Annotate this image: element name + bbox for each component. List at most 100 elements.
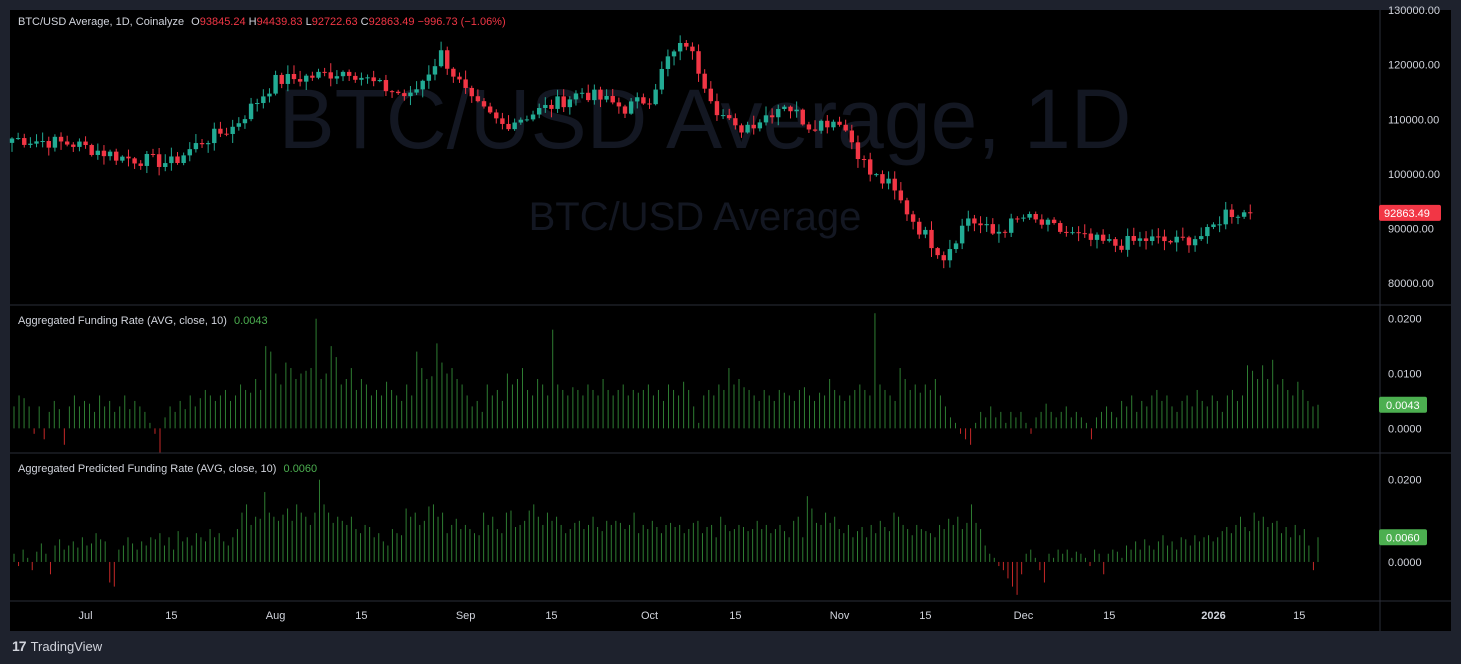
candle-body xyxy=(1180,236,1186,238)
symbol-title: BTC/USD Average, 1D, Coinalyze xyxy=(18,16,185,28)
candle-body xyxy=(285,74,291,84)
candle-body xyxy=(187,149,192,156)
candle-body xyxy=(1033,214,1038,220)
candle-body xyxy=(267,93,272,97)
candle-body xyxy=(696,51,701,74)
funding-value: 0.0043 xyxy=(233,315,268,327)
candle-body xyxy=(586,92,591,101)
candle-body xyxy=(40,141,45,143)
candle-body xyxy=(776,109,781,118)
candle-body xyxy=(996,231,1002,234)
candle-body xyxy=(684,42,689,47)
candle-body xyxy=(230,126,235,134)
last-price-badge xyxy=(1379,204,1441,221)
price-axis-label: 80000.00 xyxy=(1388,278,1434,290)
candle-body xyxy=(573,93,579,100)
candle-body xyxy=(898,190,904,201)
candle-body xyxy=(763,115,769,123)
indicator-axis-label: 0.0000 xyxy=(1388,557,1422,569)
candle-body xyxy=(745,124,750,133)
candle-body xyxy=(990,224,995,234)
candle-body xyxy=(402,93,407,97)
candle-body xyxy=(1082,233,1087,235)
candle-body xyxy=(1192,239,1198,246)
candle-body xyxy=(22,138,27,145)
candle-body xyxy=(138,163,143,166)
time-axis-label: 15 xyxy=(355,610,367,622)
candle-body xyxy=(395,91,401,94)
candle-body xyxy=(708,88,714,102)
candle-body xyxy=(500,118,505,124)
candle-body xyxy=(1241,212,1247,217)
candle-body xyxy=(543,104,548,109)
candle-body xyxy=(1008,218,1014,233)
candle-body xyxy=(279,74,284,84)
candle-body xyxy=(855,142,861,160)
candle-body xyxy=(193,143,199,150)
candle-body xyxy=(512,122,517,130)
candle-body xyxy=(199,143,205,145)
indicator-axis-label: 0.0000 xyxy=(1388,423,1422,435)
candle-body xyxy=(426,74,432,81)
indicator-axis-label: 0.0200 xyxy=(1388,475,1422,487)
candle-body xyxy=(144,153,150,166)
time-axis-label: 15 xyxy=(545,610,557,622)
candle-body xyxy=(782,106,787,110)
candle-body xyxy=(487,106,493,113)
candle-body xyxy=(536,108,542,115)
candle-body xyxy=(346,71,352,76)
candle-body xyxy=(255,103,260,105)
candle-body xyxy=(1137,238,1143,241)
candle-body xyxy=(1015,218,1020,220)
candle-body xyxy=(15,138,21,140)
candle-body xyxy=(1039,219,1045,225)
candle-body xyxy=(1131,236,1136,241)
candle-body xyxy=(205,143,211,145)
candle-body xyxy=(1113,239,1118,246)
candle-body xyxy=(739,125,744,133)
indicator-axis-label: 0.0100 xyxy=(1388,369,1422,381)
price-axis-label: 130000.00 xyxy=(1388,5,1440,17)
candle-body xyxy=(438,50,444,67)
candle-body xyxy=(1149,236,1155,241)
last-price-label: 92863.49 xyxy=(1384,208,1430,220)
candle-body xyxy=(966,218,971,226)
candle-body xyxy=(794,109,799,112)
candle-body xyxy=(757,122,763,129)
candle-body xyxy=(959,225,965,244)
predicted-label: Aggregated Predicted Funding Rate (AVG, … xyxy=(18,463,277,475)
candle-body xyxy=(304,75,309,82)
candle-body xyxy=(58,136,64,142)
candle-body xyxy=(1094,234,1100,240)
candle-body xyxy=(923,229,928,235)
time-axis-label: Aug xyxy=(266,610,286,622)
candle-body xyxy=(1211,224,1216,228)
candle-body xyxy=(904,200,910,215)
candle-body xyxy=(727,115,732,119)
candle-body xyxy=(555,96,560,109)
candle-body xyxy=(181,155,186,164)
tradingview-logo[interactable]: 17 TradingView xyxy=(12,638,102,654)
price-axis-label: 110000.00 xyxy=(1388,114,1439,126)
candle-body xyxy=(524,119,530,121)
candle-body xyxy=(310,75,315,78)
candle-body xyxy=(917,221,922,235)
candle-body xyxy=(95,150,101,155)
candle-body xyxy=(46,141,51,148)
candle-body xyxy=(635,97,640,102)
candle-body xyxy=(1064,231,1069,233)
candle-body xyxy=(242,119,248,124)
indicator-value-badge xyxy=(1379,396,1427,413)
candle-body xyxy=(1119,245,1124,250)
candle-body xyxy=(83,141,88,146)
candle-body xyxy=(120,156,125,161)
candle-body xyxy=(910,214,916,222)
candle-body xyxy=(1235,216,1241,218)
candle-body xyxy=(1143,238,1149,241)
candle-body xyxy=(769,115,775,118)
candle-body xyxy=(506,123,511,130)
candle-body xyxy=(1248,212,1253,214)
candle-body xyxy=(457,76,462,80)
candle-body xyxy=(175,156,180,164)
